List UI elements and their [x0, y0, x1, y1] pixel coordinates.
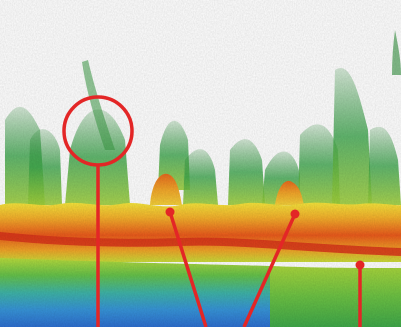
annotations [62, 95, 365, 327]
pointer-line-icon [242, 213, 297, 327]
pointer-line-icon [168, 211, 208, 327]
